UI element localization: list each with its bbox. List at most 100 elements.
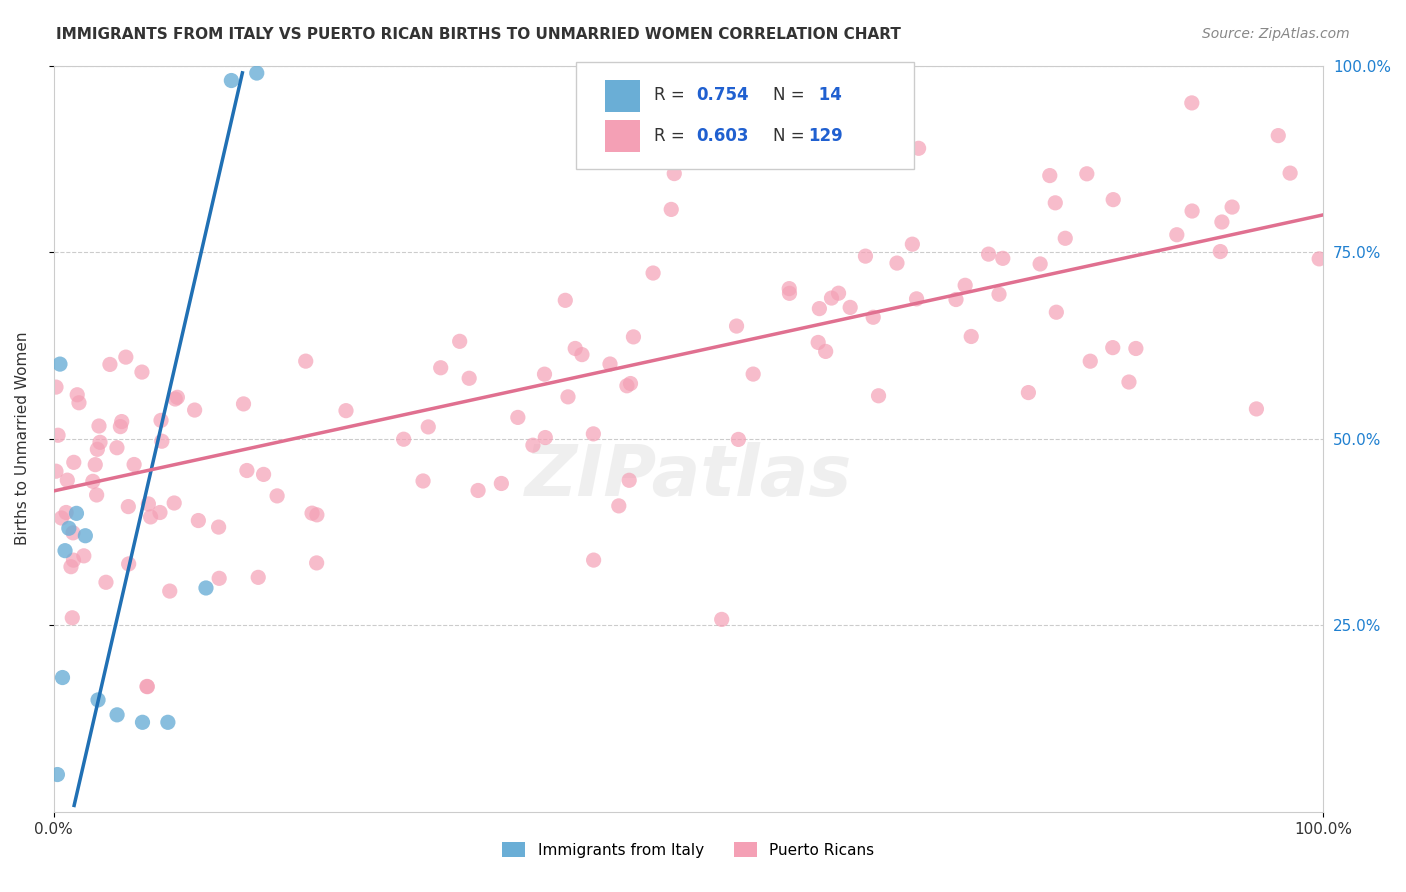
Point — [1118, 375, 1140, 389]
Text: Source: ZipAtlas.com: Source: ZipAtlas.com — [1202, 27, 1350, 41]
Text: 0.754: 0.754 — [696, 87, 748, 104]
Point — [156, 715, 179, 730]
Point — [1054, 231, 1077, 245]
Point — [839, 301, 862, 315]
Point — [960, 329, 983, 343]
Point — [988, 287, 1011, 301]
Point — [246, 66, 269, 80]
Point — [862, 310, 884, 325]
Point — [49, 357, 72, 371]
Point — [977, 247, 1000, 261]
Point — [582, 426, 605, 441]
Point — [554, 293, 576, 308]
Point — [82, 475, 104, 489]
Point — [1211, 215, 1233, 229]
Legend: Immigrants from Italy, Puerto Ricans: Immigrants from Italy, Puerto Ricans — [496, 836, 880, 864]
Point — [111, 415, 134, 429]
Point — [122, 458, 145, 472]
Point — [136, 680, 159, 694]
Point — [1102, 193, 1125, 207]
Point — [187, 514, 209, 528]
Point — [232, 397, 254, 411]
Point — [533, 367, 555, 381]
Point — [166, 390, 188, 404]
Point — [827, 286, 849, 301]
Point — [89, 435, 111, 450]
Point — [778, 282, 800, 296]
Point — [236, 463, 259, 477]
Text: R =: R = — [654, 127, 690, 145]
Point — [51, 511, 73, 525]
Point — [94, 575, 117, 590]
Point — [75, 529, 97, 543]
Point — [335, 403, 357, 417]
Point — [412, 474, 434, 488]
Point — [149, 506, 172, 520]
Point — [252, 467, 274, 482]
Point — [664, 167, 686, 181]
Point — [58, 521, 80, 535]
Point — [1076, 167, 1098, 181]
Point — [1125, 342, 1147, 356]
Text: N =: N = — [773, 87, 810, 104]
Point — [599, 357, 621, 371]
Point — [1279, 166, 1302, 180]
Point — [557, 390, 579, 404]
Point — [301, 506, 323, 520]
Point — [1181, 204, 1204, 219]
Point — [1209, 244, 1232, 259]
Point — [221, 73, 243, 87]
Point — [98, 358, 121, 372]
Point — [907, 141, 929, 155]
Point — [901, 237, 924, 252]
Point — [150, 434, 173, 449]
Point — [294, 354, 316, 368]
Point — [1045, 305, 1067, 319]
Point — [616, 378, 638, 392]
Point — [53, 543, 76, 558]
Point — [163, 496, 186, 510]
Point — [418, 420, 440, 434]
Point — [1078, 354, 1101, 368]
Point — [183, 403, 205, 417]
Point — [62, 553, 84, 567]
Point — [506, 410, 529, 425]
Point — [905, 292, 928, 306]
Point — [159, 584, 181, 599]
Text: 129: 129 — [808, 127, 844, 145]
Point — [67, 396, 90, 410]
Point — [855, 249, 877, 263]
Point — [139, 510, 162, 524]
Point — [1166, 227, 1188, 242]
Point — [820, 291, 842, 305]
Y-axis label: Births to Unmarried Women: Births to Unmarried Women — [15, 332, 30, 546]
Point — [868, 389, 890, 403]
Point — [1246, 401, 1268, 416]
Point — [491, 476, 513, 491]
Point — [458, 371, 481, 385]
Text: R =: R = — [654, 87, 690, 104]
Point — [305, 556, 328, 570]
Point — [449, 334, 471, 349]
Point — [725, 319, 748, 334]
Text: N =: N = — [773, 127, 810, 145]
Point — [727, 433, 749, 447]
Point — [1181, 95, 1204, 110]
Point — [46, 767, 69, 781]
Text: ZIPatlas: ZIPatlas — [524, 442, 852, 510]
Point — [429, 360, 451, 375]
Point — [807, 335, 830, 350]
Point — [247, 570, 270, 584]
Point — [87, 693, 110, 707]
Point — [207, 520, 229, 534]
Point — [991, 252, 1014, 266]
Point — [623, 330, 645, 344]
Point — [110, 419, 132, 434]
Point — [114, 350, 136, 364]
Point — [1101, 341, 1123, 355]
Point — [45, 464, 67, 478]
Point — [1029, 257, 1052, 271]
Point — [534, 431, 557, 445]
Text: 0.603: 0.603 — [696, 127, 748, 145]
Point — [617, 473, 640, 487]
